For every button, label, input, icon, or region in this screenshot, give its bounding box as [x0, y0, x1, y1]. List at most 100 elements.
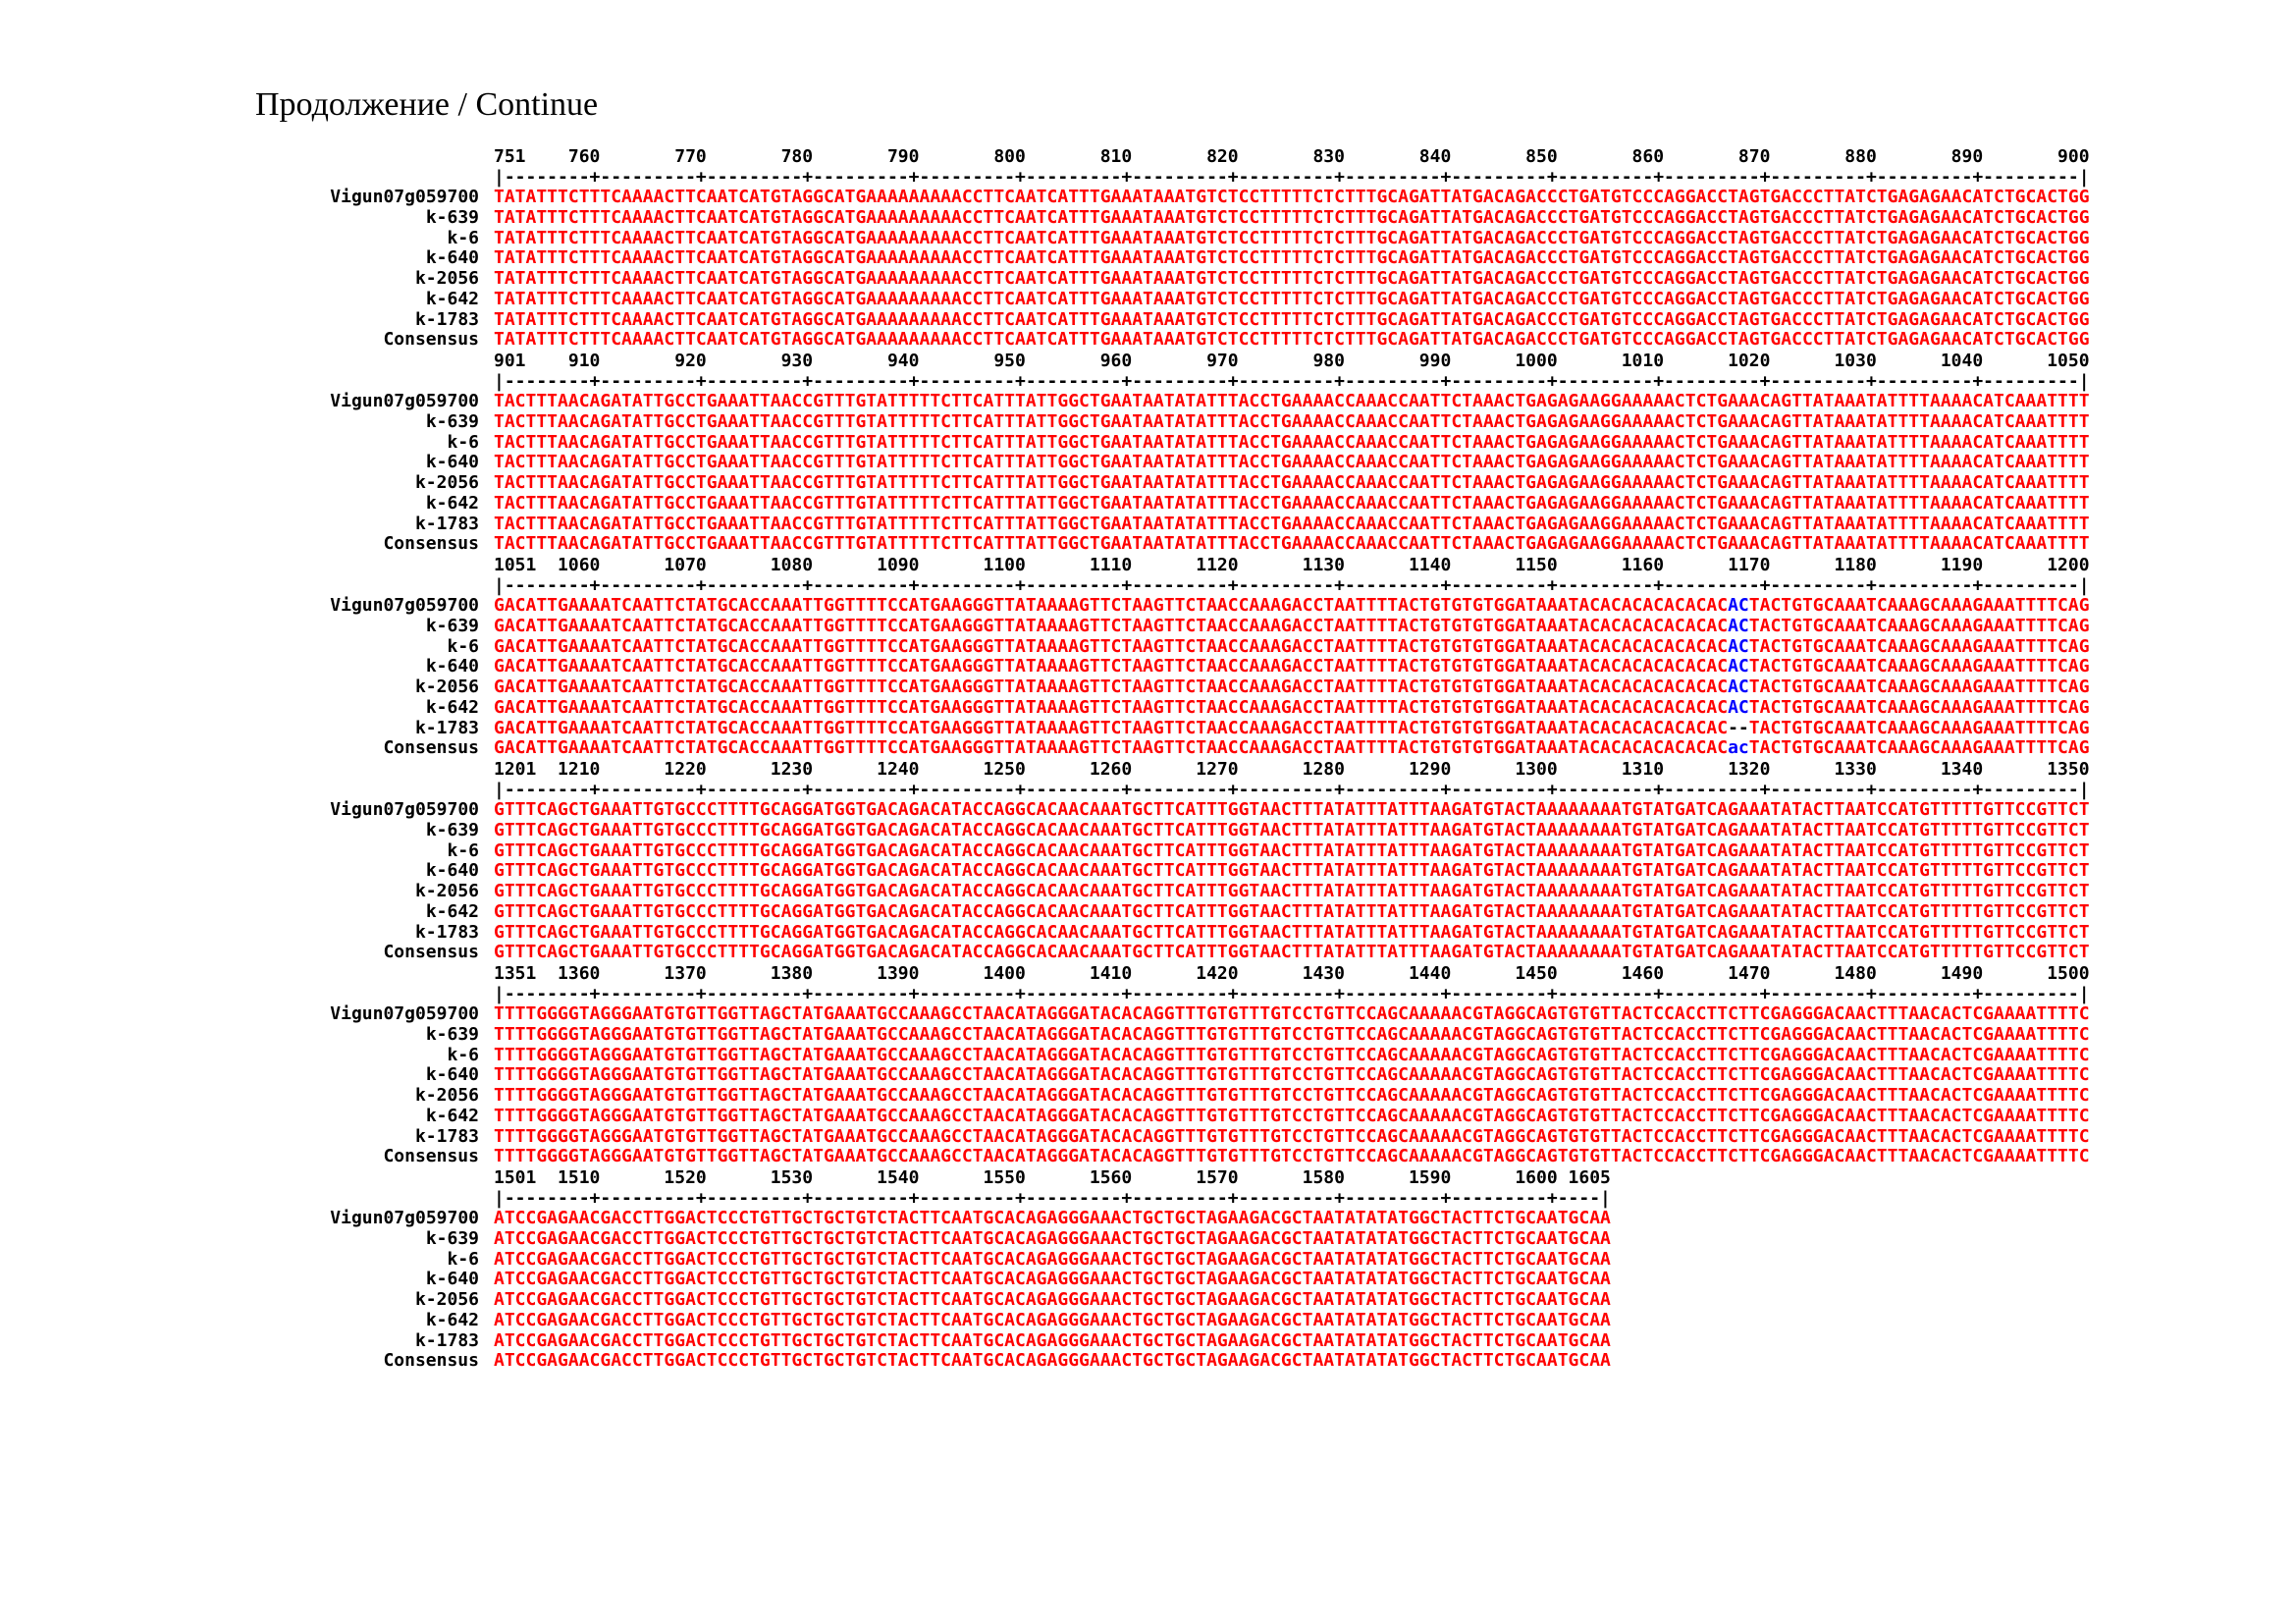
- sequence-label: Vigun07g059700: [330, 595, 479, 617]
- ruler-ticks: |--------+---------+---------+---------+…: [0, 575, 2090, 597]
- alignment-row: k-640 ATCCGAGAACGACCTTGGACTCCCTGTTGCTGCTG…: [0, 1270, 1611, 1290]
- sequence-label: k-642: [425, 696, 479, 718]
- sequence-text: GACATTGAAAATCAATTCTATGCACCAAATTGGTTTTCCA…: [494, 635, 2090, 657]
- sequence-label: k-642: [425, 288, 479, 309]
- ruler-numbers-text: 751 760 770 780 790 800 810 820 830 840 …: [494, 146, 2090, 167]
- ruler-numbers-text: 1501 1510 1520 1530 1540 1550 1560 1570 …: [494, 1167, 1611, 1188]
- alignment-row: k-2056 GTTTCAGCTGAAATTGTGCCCTTTTGCAGGATGG…: [0, 881, 2090, 902]
- sequence-label: Consensus: [383, 1350, 479, 1372]
- sequence-text: TACTTTAACAGATATTGCCTGAAATTAACCGTTTGTATTT…: [494, 513, 2090, 534]
- sequence-label: k-2056: [414, 1085, 479, 1107]
- alignment-row: k-642 GACATTGAAAATCAATTCTATGCACCAAATTGGTT…: [0, 696, 2090, 719]
- sequence-text: TATATTTCTTTCAAAACTTCAATCATGTAGGCATGAAAAA…: [494, 247, 2090, 269]
- sequence-label: k-1783: [414, 513, 479, 534]
- sequence-label: Vigun07g059700: [330, 1208, 479, 1229]
- sequence-text: GTTTCAGCTGAAATTGTGCCCTTTTGCAGGATGGTGACAG…: [494, 839, 2090, 861]
- ruler-numbers-text: 1051 1060 1070 1080 1090 1100 1110 1120 …: [494, 555, 2090, 575]
- sequence-text: TACTTTAACAGATATTGCCTGAAATTAACCGTTTGTATTT…: [494, 411, 2090, 433]
- sequence-text: TACTTTAACAGATATTGCCTGAAATTAACCGTTTGTATTT…: [494, 391, 2090, 412]
- alignment-row: k-1783 TACTTTAACAGATATTGCCTGAAATTAACCGTTT…: [0, 514, 2090, 535]
- sequence-label: k-1783: [414, 308, 479, 330]
- sequence-label: k-640: [425, 1269, 479, 1290]
- sequence-label: k-640: [425, 1064, 479, 1086]
- ruler-numbers-text: 1201 1210 1220 1230 1240 1250 1260 1270 …: [494, 759, 2090, 780]
- alignment-row: k-1783 TTTTGGGGTAGGGAATGTGTTGGTTAGCTATGAA…: [0, 1126, 2090, 1148]
- sequence-text: ATCCGAGAACGACCTTGGACTCCCTGTTGCTGCTGTCTAC…: [494, 1269, 1611, 1290]
- sequence-label: k-639: [425, 616, 479, 637]
- alignment-row: Vigun07g059700 ATCCGAGAACGACCTTGGACTCCCTG…: [0, 1209, 1611, 1229]
- sequence-label: Consensus: [383, 1146, 479, 1167]
- alignment-row: k-2056 GACATTGAAAATCAATTCTATGCACCAAATTGGT…: [0, 677, 2090, 698]
- sequence-text: TTTTGGGGTAGGGAATGTGTTGGTTAGCTATGAAATGCCA…: [494, 1064, 2090, 1086]
- alignment-block: 901 910 920 930 940 950 960 970 980 990 …: [0, 351, 2090, 555]
- alignment-row: Vigun07g059700 TATATTTCTTTCAAAACTTCAATCAT…: [0, 188, 2089, 208]
- ruler-spacer: [0, 147, 479, 168]
- alignment-row: k-1783 GACATTGAAAATCAATTCTATGCACCAAATTGGT…: [0, 718, 2090, 739]
- sequence-label: Vigun07g059700: [330, 391, 479, 412]
- alignment-row: k-639 GACATTGAAAATCAATTCTATGCACCAAATTGGTT…: [0, 616, 2090, 637]
- sequence-label: k-6: [447, 431, 479, 453]
- sequence-text: GACATTGAAAATCAATTCTATGCACCAAATTGGTTTTCCA…: [494, 656, 2090, 677]
- alignment-row: k-2056 TTTTGGGGTAGGGAATGTGTTGGTTAGCTATGAA…: [0, 1085, 2090, 1107]
- ruler-spacer: [0, 1189, 479, 1210]
- alignment-row: Consensus TATATTTCTTTCAAAACTTCAATCATGTAGG…: [0, 329, 2090, 351]
- sequence-text: TTTTGGGGTAGGGAATGTGTTGGTTAGCTATGAAATGCCA…: [494, 1024, 2090, 1046]
- sequence-text: TATATTTCTTTCAAAACTTCAATCATGTAGGCATGAAAAA…: [494, 329, 2090, 351]
- sequence-label: k-6: [447, 1044, 479, 1065]
- alignment-row: Vigun07g059700 GTTTCAGCTGAAATTGTGCCCTTTTG…: [0, 799, 2090, 821]
- sequence-text: ATCCGAGAACGACCTTGGACTCCCTGTTGCTGCTGTCTAC…: [494, 1228, 1611, 1250]
- sequence-text: GTTTCAGCTGAAATTGTGCCCTTTTGCAGGATGGTGACAG…: [494, 799, 2090, 821]
- ruler-ticks-text: |--------+---------+---------+---------+…: [494, 1187, 1611, 1209]
- ruler-ticks: |--------+---------+---------+---------+…: [0, 1187, 1611, 1210]
- ruler-ticks: |--------+---------+---------+---------+…: [0, 167, 2090, 189]
- alignment-row: k-2056 ATCCGAGAACGACCTTGGACTCCCTGTTGCTGCT…: [0, 1289, 1611, 1311]
- alignment-row: k-642 TACTTTAACAGATATTGCCTGAAATTAACCGTTTG…: [0, 492, 2090, 514]
- sequence-text: GACATTGAAAATCAATTCTATGCACCAAATTGGTTTTCCA…: [494, 677, 2090, 698]
- ruler-spacer: [0, 781, 479, 801]
- sequence-text: GTTTCAGCTGAAATTGTGCCCTTTTGCAGGATGGTGACAG…: [494, 900, 2090, 922]
- alignment-block: 1351 1360 1370 1380 1390 1400 1410 1420 …: [0, 963, 2090, 1167]
- sequence-label: k-2056: [414, 1289, 479, 1311]
- sequence-text: GACATTGAAAATCAATTCTATGCACCAAATTGGTTTTCCA…: [494, 595, 2090, 617]
- ruler-numbers: 1201 1210 1220 1230 1240 1250 1260 1270 …: [0, 759, 2090, 781]
- alignment-row: Vigun07g059700 TACTTTAACAGATATTGCCTGAAATT…: [0, 391, 2090, 412]
- alignment-row: k-2056 TACTTTAACAGATATTGCCTGAAATTAACCGTTT…: [0, 472, 2090, 494]
- ruler-numbers: 1051 1060 1070 1080 1090 1100 1110 1120 …: [0, 555, 2090, 576]
- sequence-text: GACATTGAAAATCAATTCTATGCACCAAATTGGTTTTCCA…: [494, 616, 2090, 637]
- sequence-label: k-639: [425, 1024, 479, 1046]
- alignment-row: k-2056 TATATTTCTTTCAAAACTTCAATCATGTAGGCAT…: [0, 268, 2090, 290]
- sequence-label: k-639: [425, 411, 479, 433]
- alignment-row: k-6 TATATTTCTTTCAAAACTTCAATCATGTAGGCATGAA…: [0, 227, 2090, 249]
- sequence-text: TATATTTCTTTCAAAACTTCAATCATGTAGGCATGAAAAA…: [494, 227, 2090, 248]
- sequence-label: k-2056: [414, 268, 479, 290]
- sequence-label: k-640: [425, 247, 479, 269]
- sequence-label: Vigun07g059700: [330, 799, 479, 821]
- sequence-text: TATATTTCTTTCAAAACTTCAATCATGTAGGCATGAAAAA…: [494, 268, 2090, 290]
- sequence-label: k-642: [425, 900, 479, 922]
- sequence-text: TACTTTAACAGATATTGCCTGAAATTAACCGTTTGTATTT…: [494, 533, 2090, 555]
- sequence-text: TACTTTAACAGATATTGCCTGAAATTAACCGTTTGTATTT…: [494, 452, 2090, 473]
- alignment-row: k-1783 ATCCGAGAACGACCTTGGACTCCCTGTTGCTGCT…: [0, 1330, 1611, 1352]
- alignment-row: k-6 ATCCGAGAACGACCTTGGACTCCCTGTTGCTGCTGTC…: [0, 1249, 1610, 1271]
- sequence-text: ATCCGAGAACGACCTTGGACTCCCTGTTGCTGCTGTCTAC…: [494, 1309, 1611, 1330]
- sequence-label: k-640: [425, 656, 479, 677]
- sequence-label: k-642: [425, 492, 479, 514]
- alignment-row: Consensus GACATTGAAAATCAATTCTATGCACCAAATT…: [0, 737, 2089, 759]
- sequence-text: GTTTCAGCTGAAATTGTGCCCTTTTGCAGGATGGTGACAG…: [494, 921, 2090, 943]
- ruler-ticks-text: |--------+---------+---------+---------+…: [494, 779, 2090, 800]
- alignment-row: k-642 TTTTGGGGTAGGGAATGTGTTGGTTAGCTATGAAA…: [0, 1106, 2090, 1127]
- ruler-ticks-text: |--------+---------+---------+---------+…: [494, 370, 2090, 392]
- sequence-text: TACTTTAACAGATATTGCCTGAAATTAACCGTTTGTATTT…: [494, 472, 2090, 494]
- alignment-row: k-639 TATATTTCTTTCAAAACTTCAATCATGTAGGCATG…: [0, 207, 2090, 229]
- ruler-spacer: [0, 964, 479, 985]
- alignment-row: k-639 GTTTCAGCTGAAATTGTGCCCTTTTGCAGGATGGT…: [0, 820, 2090, 841]
- sequence-text: TTTTGGGGTAGGGAATGTGTTGGTTAGCTATGAAATGCCA…: [494, 1146, 2090, 1167]
- sequence-label: k-640: [425, 860, 479, 882]
- alignment-row: k-640 TTTTGGGGTAGGGAATGTGTTGGTTAGCTATGAAA…: [0, 1065, 2090, 1086]
- sequence-label: k-6: [447, 635, 479, 657]
- alignment-block: 1051 1060 1070 1080 1090 1100 1110 1120 …: [0, 555, 2090, 759]
- sequence-text: TTTTGGGGTAGGGAATGTGTTGGTTAGCTATGAAATGCCA…: [494, 1085, 2090, 1107]
- ruler-spacer: [0, 352, 479, 372]
- sequence-text: TATATTTCTTTCAAAACTTCAATCATGTAGGCATGAAAAA…: [494, 308, 2090, 330]
- alignment-row: k-640 TACTTTAACAGATATTGCCTGAAATTAACCGTTTG…: [0, 453, 2090, 473]
